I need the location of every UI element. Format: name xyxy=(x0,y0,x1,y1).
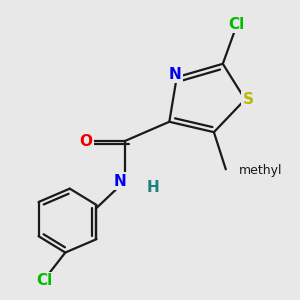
Text: Cl: Cl xyxy=(36,273,52,288)
Text: S: S xyxy=(243,92,254,107)
Text: N: N xyxy=(114,174,127,189)
Text: O: O xyxy=(80,134,93,148)
Text: Cl: Cl xyxy=(228,17,244,32)
Text: methyl: methyl xyxy=(239,164,283,177)
Text: H: H xyxy=(147,180,159,195)
Text: N: N xyxy=(169,67,182,82)
